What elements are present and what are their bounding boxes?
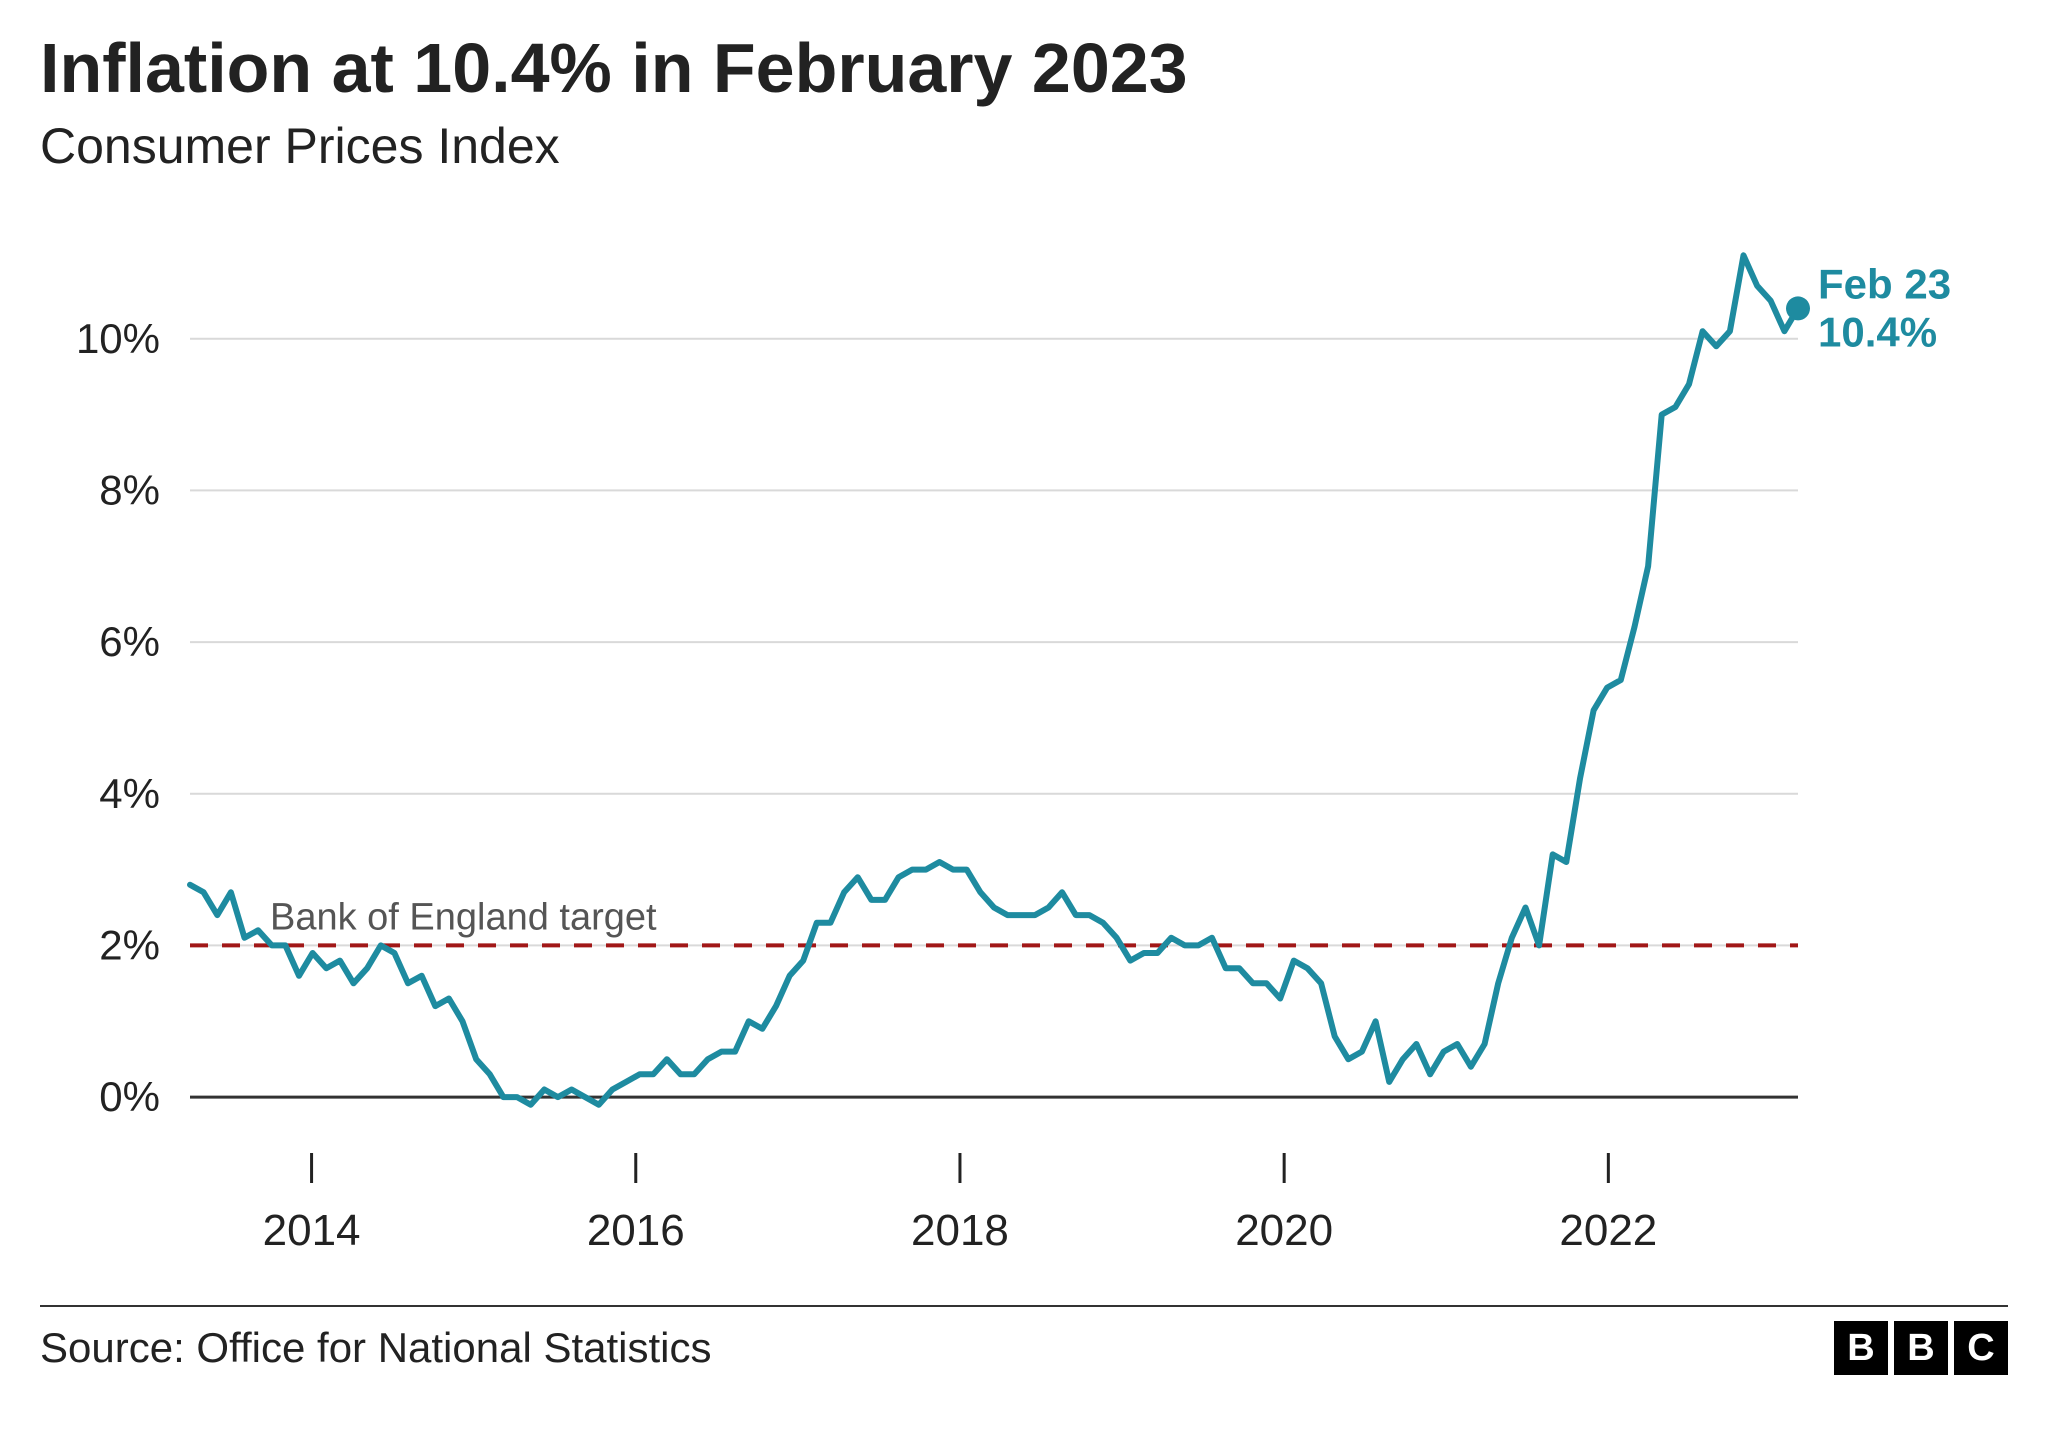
svg-text:6%: 6% [99,618,160,665]
source-text: Source: Office for National Statistics [40,1324,712,1372]
chart-footer: Source: Office for National Statistics B… [40,1305,2008,1375]
svg-text:10%: 10% [76,315,160,362]
bbc-logo-letter: C [1954,1321,2008,1375]
svg-text:Bank of England target: Bank of England target [270,896,657,938]
line-chart-svg: 0% 2% 4% 6% 8% 10% Bank of England target 2014 2… [40,205,2008,1285]
svg-text:2%: 2% [99,921,160,968]
svg-text:4%: 4% [99,770,160,817]
svg-text:2018: 2018 [911,1206,1009,1255]
bbc-logo-letter: B [1894,1321,1948,1375]
svg-text:2016: 2016 [587,1206,685,1255]
svg-text:8%: 8% [99,466,160,513]
svg-text:2020: 2020 [1235,1206,1333,1255]
svg-text:Feb 23: Feb 23 [1818,260,1951,307]
bbc-logo-letter: B [1834,1321,1888,1375]
svg-text:2022: 2022 [1559,1206,1657,1255]
svg-text:10.4%: 10.4% [1818,308,1937,355]
bbc-logo: B B C [1834,1321,2008,1375]
chart-subtitle: Consumer Prices Index [40,117,2008,175]
chart-area: 0% 2% 4% 6% 8% 10% Bank of England target 2014 2… [40,205,2008,1285]
svg-text:0%: 0% [99,1073,160,1120]
chart-title: Inflation at 10.4% in February 2023 [40,30,2008,107]
svg-text:2014: 2014 [263,1206,361,1255]
